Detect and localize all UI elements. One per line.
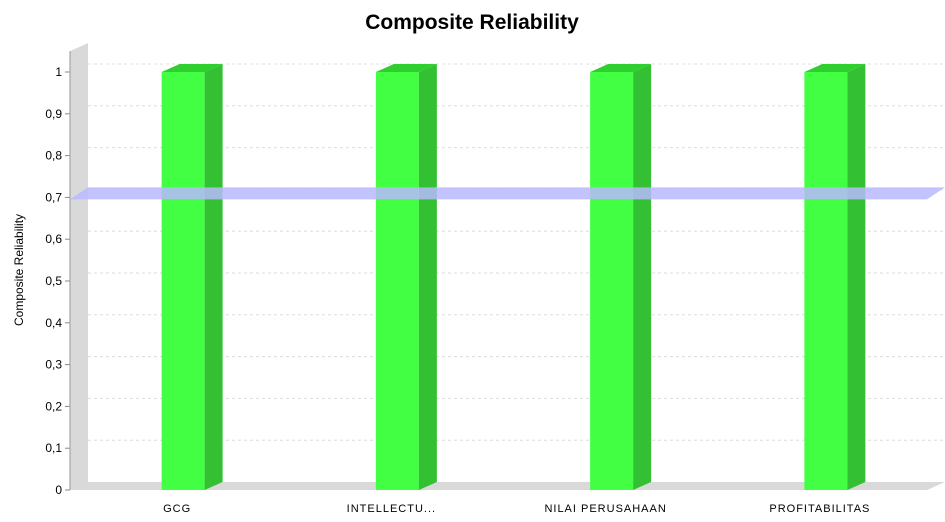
bars [161,64,866,490]
chart-title: Composite Reliability [365,11,579,34]
y-tick-label: 0 [55,483,62,497]
bar [161,64,223,490]
y-tick-label: 0,2 [45,399,62,413]
y-tick-label: 0,5 [45,274,62,288]
x-category-label: PROFITABILITAS [769,503,870,515]
bar-front [375,72,419,490]
y-tick-label: 0,8 [45,149,62,163]
y-tick-label: 0,9 [45,107,62,121]
y-axis-ticks: 0 0,1 0,2 0,3 0,4 0,5 0,6 0,7 0,8 0,9 1 [45,51,71,497]
y-tick-label: 1 [55,65,62,79]
x-category-label: INTELLECTU... [347,503,436,515]
threshold-band [70,187,945,200]
floor [70,482,945,490]
bar-top [161,64,223,72]
bar-side [204,64,223,490]
left-wall [70,43,88,490]
bar-side [418,64,437,490]
y-tick-label: 0,4 [45,316,62,330]
gridlines [69,63,945,449]
x-category-label: GCG [163,503,191,515]
bar [375,64,437,490]
bar-top [590,64,652,72]
x-category-label: NILAI PERUSAHAAN [544,503,666,515]
y-tick-label: 0,6 [45,232,62,246]
y-tick-label: 0,1 [45,441,62,455]
bar-front [590,72,634,490]
bar [804,64,866,490]
bar-side [847,64,866,490]
y-axis-label: Composite Reliability [12,214,26,326]
bar-front [804,72,848,490]
chart-walls [70,43,945,490]
threshold-line [70,187,945,200]
bar-side [633,64,652,490]
x-axis-labels: GCG INTELLECTU... NILAI PERUSAHAAN PROFITAB… [163,503,870,515]
y-tick-label: 0,3 [45,358,62,372]
bar-top [375,64,437,72]
y-tick-label: 0,7 [45,190,62,204]
bar-top [804,64,866,72]
bar [590,64,652,490]
bar-front [161,72,205,490]
